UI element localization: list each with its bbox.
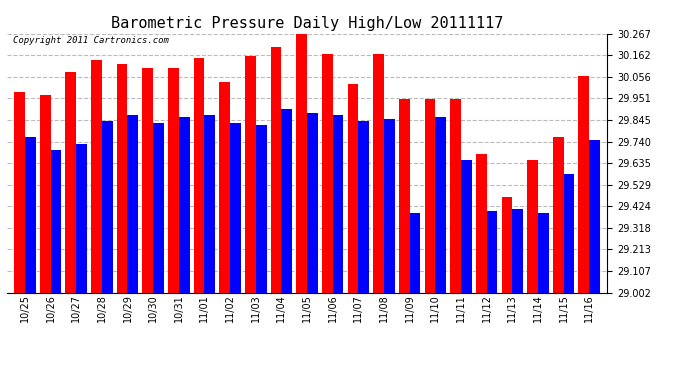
- Bar: [142, 68, 153, 292]
- Bar: [461, 160, 472, 292]
- Bar: [296, 33, 307, 292]
- Bar: [282, 109, 292, 292]
- Bar: [307, 113, 318, 292]
- Bar: [153, 123, 164, 292]
- Bar: [578, 76, 589, 292]
- Bar: [14, 93, 25, 292]
- Text: Copyright 2011 Cartronics.com: Copyright 2011 Cartronics.com: [13, 36, 169, 45]
- Bar: [245, 56, 256, 292]
- Bar: [333, 115, 344, 292]
- Bar: [348, 84, 358, 292]
- Bar: [450, 99, 461, 292]
- Bar: [179, 117, 190, 292]
- Bar: [270, 48, 282, 292]
- Bar: [322, 54, 333, 292]
- Bar: [424, 99, 435, 292]
- Bar: [538, 213, 549, 292]
- Bar: [194, 58, 204, 292]
- Bar: [230, 123, 241, 292]
- Bar: [25, 138, 36, 292]
- Bar: [117, 64, 128, 292]
- Bar: [486, 211, 497, 292]
- Bar: [219, 82, 230, 292]
- Bar: [553, 138, 564, 292]
- Title: Barometric Pressure Daily High/Low 20111117: Barometric Pressure Daily High/Low 20111…: [111, 16, 503, 31]
- Bar: [589, 140, 600, 292]
- Bar: [128, 115, 138, 292]
- Bar: [512, 209, 523, 292]
- Bar: [564, 174, 574, 292]
- Bar: [384, 119, 395, 292]
- Bar: [358, 121, 369, 292]
- Bar: [66, 72, 76, 292]
- Bar: [373, 54, 384, 292]
- Bar: [91, 60, 102, 292]
- Bar: [256, 125, 266, 292]
- Bar: [476, 154, 486, 292]
- Bar: [435, 117, 446, 292]
- Bar: [410, 213, 420, 292]
- Bar: [527, 160, 538, 292]
- Bar: [40, 94, 50, 292]
- Bar: [204, 115, 215, 292]
- Bar: [76, 144, 87, 292]
- Bar: [50, 150, 61, 292]
- Bar: [502, 197, 512, 292]
- Bar: [168, 68, 179, 292]
- Bar: [399, 99, 410, 292]
- Bar: [102, 121, 112, 292]
